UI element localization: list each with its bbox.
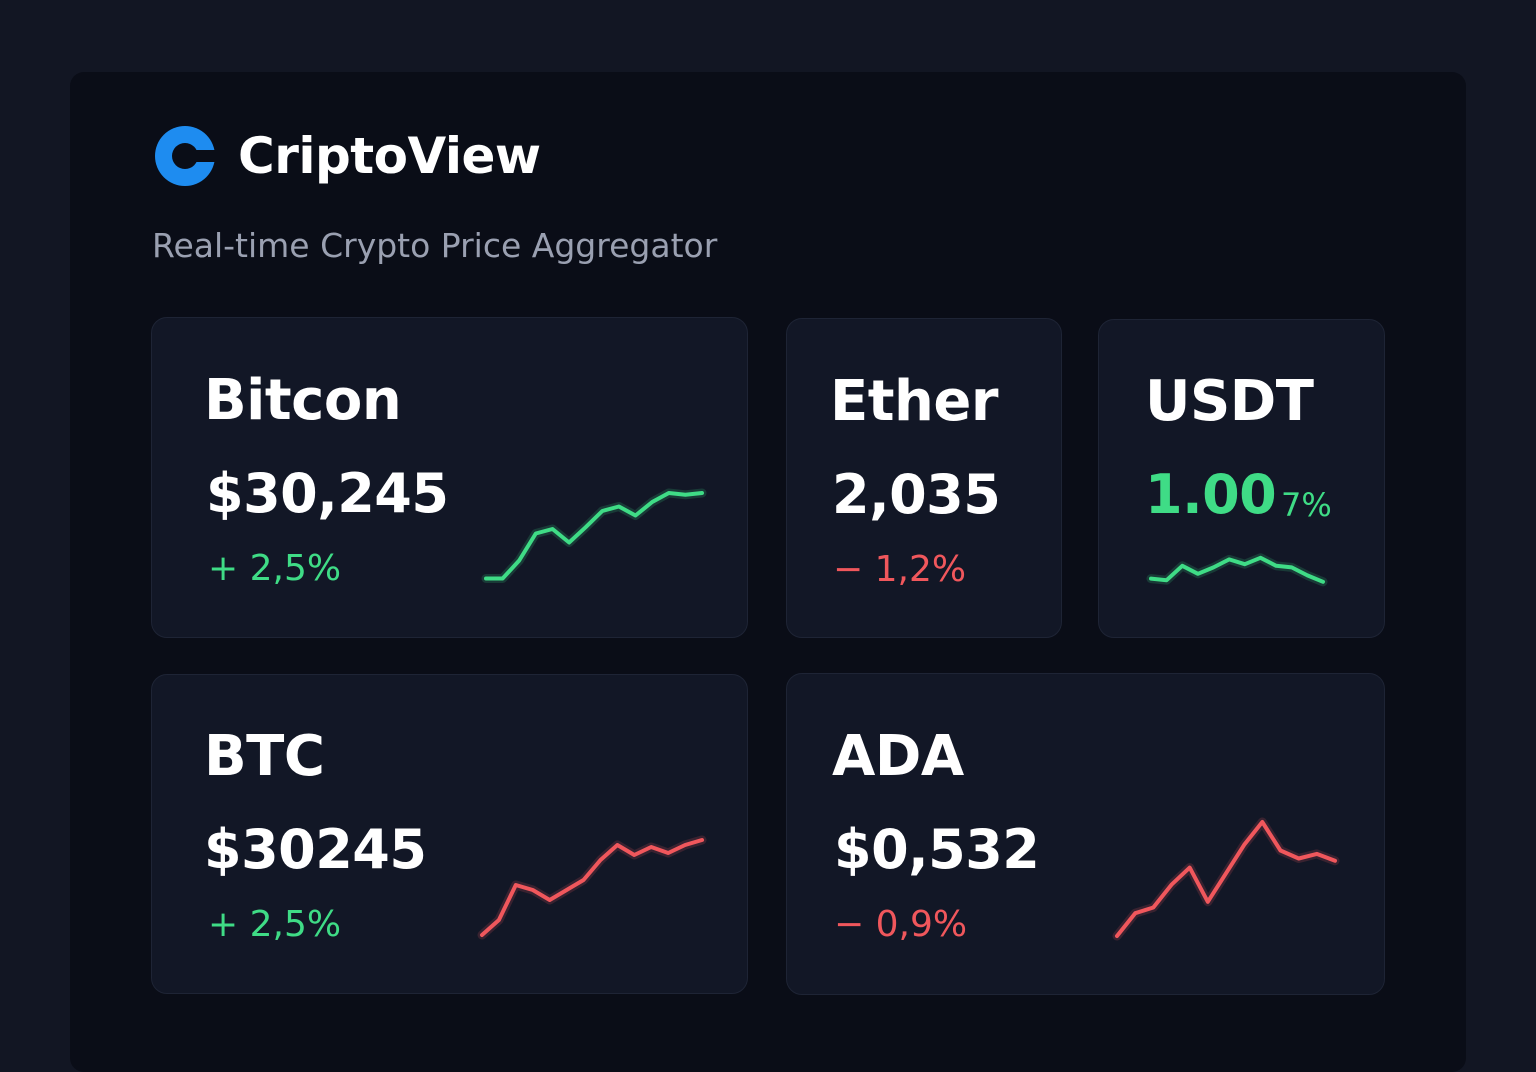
coin-change: − 0,9% <box>834 904 968 945</box>
criptoview-logo-icon <box>155 126 216 186</box>
crypto-card-ether[interactable]: Ether 2,035 − 1,2% <box>786 318 1062 638</box>
crypto-card-btc[interactable]: BTC $30245 + 2,5% <box>151 674 748 994</box>
coin-change: − 1,2% <box>833 549 967 590</box>
crypto-card-usdt[interactable]: USDT 1.00 7% <box>1098 319 1385 638</box>
sparkline-line <box>480 838 704 937</box>
sparkline-glow <box>481 488 707 583</box>
sparkline-line <box>1149 555 1325 584</box>
price-sparkline <box>1146 553 1328 587</box>
crypto-card-bitcon[interactable]: Bitcon $30,245 + 2,5% <box>151 317 748 638</box>
price-sparkline <box>477 835 707 940</box>
coin-price: $30245 <box>204 818 427 881</box>
coin-name: Bitcon <box>204 368 402 433</box>
crypto-card-ada[interactable]: ADA $0,532 − 0,9% <box>786 673 1385 995</box>
sparkline-line <box>484 491 704 581</box>
coin-price: 2,035 <box>832 463 1001 526</box>
sparkline-line <box>1115 820 1337 938</box>
app-subtitle: Real-time Crypto Price Aggregator <box>152 226 718 265</box>
price-sparkline <box>481 488 707 583</box>
coin-name: ADA <box>832 724 964 789</box>
coin-price: 1.00 <box>1145 463 1277 526</box>
brand[interactable]: CriptoView <box>154 124 541 188</box>
coin-price: $0,532 <box>834 818 1040 881</box>
coin-name: Ether <box>830 369 999 434</box>
app-title: CriptoView <box>238 127 541 185</box>
coin-change: + 2,5% <box>208 548 342 589</box>
coin-change: 7% <box>1281 486 1332 524</box>
price-sparkline <box>1112 817 1340 941</box>
coin-name: USDT <box>1145 369 1314 434</box>
coin-name: BTC <box>204 724 325 789</box>
coin-price: $30,245 <box>206 462 449 525</box>
dashboard-panel: CriptoView Real-time Crypto Price Aggreg… <box>70 72 1466 1072</box>
sparkline-glow <box>1112 817 1340 941</box>
coin-change: + 2,5% <box>208 904 342 945</box>
